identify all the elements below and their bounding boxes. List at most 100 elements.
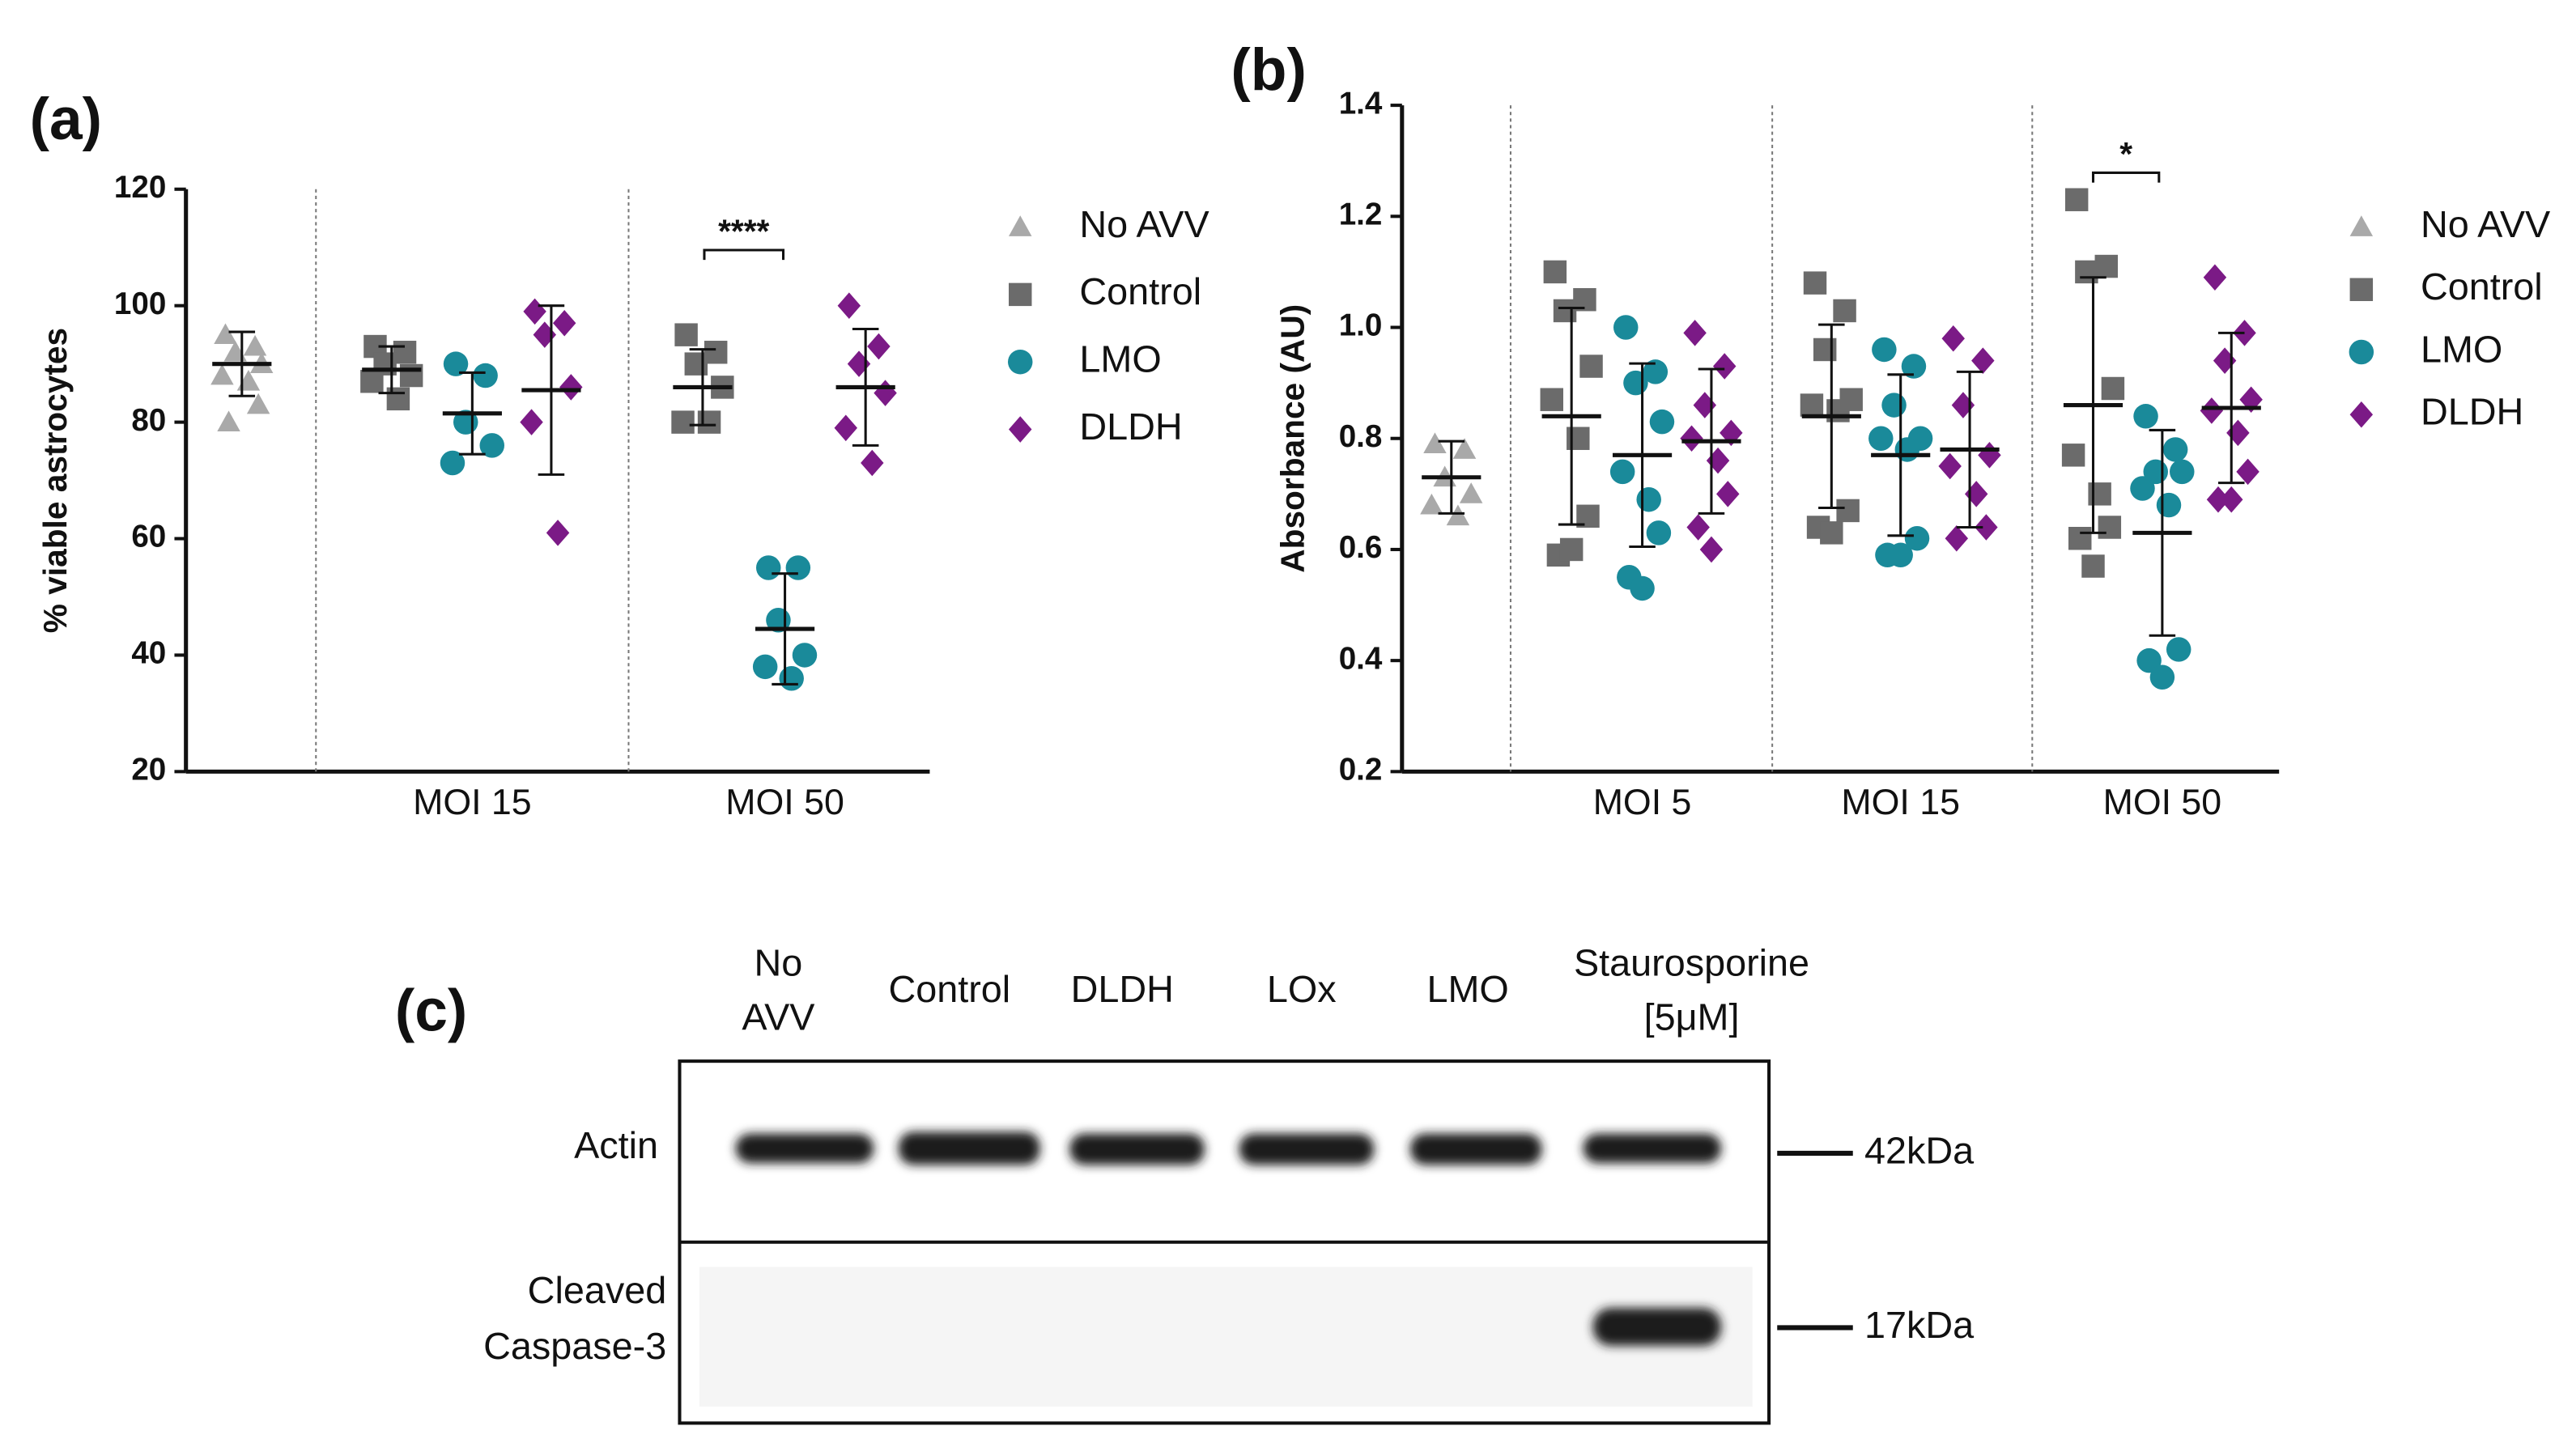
point — [1683, 320, 1707, 346]
lane-label: LMO — [1426, 968, 1508, 1010]
point — [1636, 486, 1661, 512]
point — [867, 333, 891, 360]
point — [1613, 315, 1639, 340]
point — [1800, 393, 1824, 417]
point — [1420, 493, 1443, 515]
point — [837, 292, 861, 319]
point — [1872, 337, 1897, 363]
legend-marker — [1009, 215, 1032, 236]
y-tick-label: 0.2 — [1339, 753, 1383, 787]
panel-label: (c) — [395, 978, 467, 1044]
legend-marker — [2349, 339, 2374, 365]
point — [2220, 486, 2243, 513]
group-label: MOI 50 — [725, 783, 844, 822]
legend-label: DLDH — [1079, 405, 1182, 448]
point — [1826, 399, 1850, 422]
legend-label: Control — [2421, 265, 2543, 308]
significance-label: **** — [718, 212, 769, 249]
lane-label: DLDH — [1071, 968, 1174, 1010]
point — [2236, 458, 2260, 486]
y-tick-label: 1.0 — [1339, 308, 1383, 343]
point — [2166, 637, 2192, 662]
point — [1941, 325, 1965, 352]
point — [2130, 476, 2155, 501]
point — [2064, 188, 2089, 211]
point — [1452, 438, 1477, 459]
point — [1446, 504, 1470, 526]
point — [1813, 337, 1837, 362]
lane-label: AVV — [742, 996, 814, 1038]
lane-label: [5μM] — [1644, 996, 1740, 1038]
lane-label: LOx — [1267, 968, 1337, 1010]
y-tick-label: 40 — [131, 636, 166, 671]
point — [559, 374, 583, 401]
point — [399, 363, 423, 388]
legend-marker — [2349, 401, 2374, 428]
point — [2226, 419, 2250, 447]
point — [2094, 254, 2118, 278]
point — [1894, 437, 1920, 462]
significance-label: * — [2119, 135, 2132, 172]
point — [2075, 260, 2098, 284]
significance-bracket — [2091, 171, 2161, 183]
point — [1423, 432, 1447, 453]
point — [2200, 397, 2224, 424]
point — [1836, 499, 1860, 523]
point — [1543, 260, 1567, 284]
point — [2098, 516, 2122, 539]
y-tick-label: 80 — [131, 403, 166, 438]
y-tick-label: 1.4 — [1339, 86, 1383, 121]
legend-label: LMO — [2421, 328, 2502, 370]
y-tick-label: 20 — [131, 753, 166, 787]
point — [2061, 444, 2085, 467]
point — [1803, 271, 1827, 295]
point — [1978, 442, 2001, 469]
point — [1975, 514, 1998, 541]
legend-label: Control — [1079, 270, 1201, 312]
panel-label: (a) — [30, 86, 102, 152]
point — [792, 643, 818, 668]
point — [847, 350, 871, 377]
legend-label: No AVV — [2421, 203, 2550, 245]
point — [779, 665, 804, 691]
lane-label: No — [755, 942, 803, 984]
y-tick-label: 0.8 — [1339, 419, 1383, 454]
point — [1888, 542, 1913, 568]
y-tick-label: 0.4 — [1339, 641, 1383, 676]
point — [1609, 459, 1635, 485]
point — [1951, 392, 1975, 418]
point — [2162, 437, 2188, 462]
point — [1643, 359, 1669, 384]
point — [697, 410, 721, 434]
point — [443, 351, 469, 376]
row-label: Actin — [574, 1124, 658, 1166]
point — [2101, 376, 2125, 401]
point — [1820, 521, 1843, 545]
group-label: MOI 50 — [2103, 783, 2222, 822]
point — [674, 323, 698, 346]
point — [552, 310, 576, 337]
point — [386, 387, 410, 411]
point — [684, 352, 708, 376]
point — [533, 321, 557, 348]
point — [1881, 393, 1907, 418]
legend-marker — [2349, 215, 2374, 236]
point — [2170, 459, 2195, 485]
point — [210, 363, 234, 385]
point — [1559, 537, 1584, 562]
point — [520, 409, 543, 435]
point — [1945, 524, 1969, 552]
group-label: MOI 5 — [1593, 783, 1692, 822]
point — [479, 433, 505, 458]
point — [2068, 526, 2092, 550]
point — [243, 334, 267, 356]
size-marker: 42kDa — [1864, 1129, 1974, 1171]
point — [1646, 520, 1672, 545]
y-tick-label: 100 — [114, 287, 166, 321]
row-label: Cleaved — [528, 1269, 667, 1311]
point — [1833, 299, 1856, 323]
panel-label: (b) — [1231, 36, 1306, 103]
point — [2213, 347, 2237, 374]
y-tick-label: 0.6 — [1339, 530, 1383, 565]
